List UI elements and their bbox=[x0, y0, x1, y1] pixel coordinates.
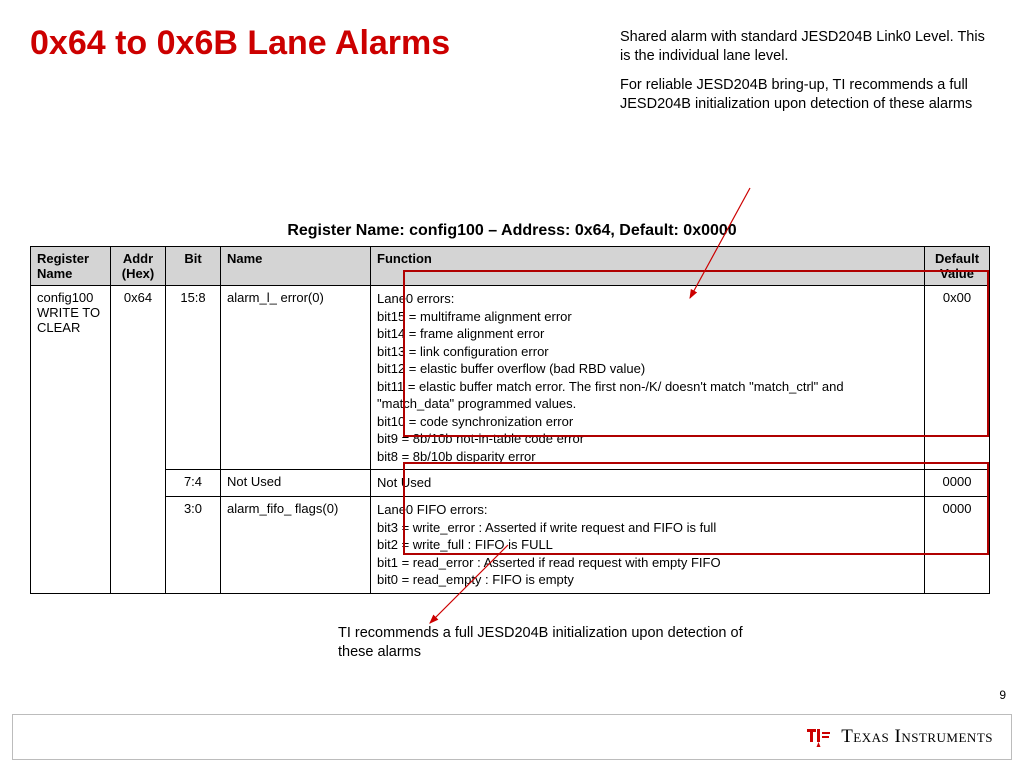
cell-name: alarm_l_ error(0) bbox=[221, 286, 371, 470]
table-caption: Register Name: config100 – Address: 0x64… bbox=[0, 222, 1024, 240]
cell-bit: 15:8 bbox=[166, 286, 221, 470]
table-header-row: Register Name Addr (Hex) Bit Name Functi… bbox=[31, 247, 990, 286]
func-line: Lane0 FIFO errors: bbox=[377, 501, 918, 519]
col-header: Addr (Hex) bbox=[111, 247, 166, 286]
annotation-top-p1: Shared alarm with standard JESD204B Link… bbox=[620, 28, 990, 66]
cell-default: 0000 bbox=[925, 497, 990, 594]
slide-footer: Texas Instruments bbox=[12, 714, 1012, 760]
cell-bit: 3:0 bbox=[166, 497, 221, 594]
cell-function: Not Used bbox=[371, 470, 925, 497]
func-line: bit12 = elastic buffer overflow (bad RBD… bbox=[377, 360, 918, 378]
func-line: bit8 = 8b/10b disparity error bbox=[377, 448, 918, 466]
func-line: bit11 = elastic buffer match error. The … bbox=[377, 378, 918, 413]
cell-name: Not Used bbox=[221, 470, 371, 497]
cell-regname: config100 WRITE TO CLEAR bbox=[31, 286, 111, 594]
cell-function: Lane0 errors:bit15 = multiframe alignmen… bbox=[371, 286, 925, 470]
func-line: Lane0 errors: bbox=[377, 290, 918, 308]
func-line: bit2 = write_full : FIFO is FULL bbox=[377, 536, 918, 554]
col-header: Bit bbox=[166, 247, 221, 286]
cell-default: 0x00 bbox=[925, 286, 990, 470]
func-line: bit1 = read_error : Asserted if read req… bbox=[377, 554, 918, 572]
func-lines: Lane0 errors:bit15 = multiframe alignmen… bbox=[377, 290, 918, 465]
register-table: Register Name Addr (Hex) Bit Name Functi… bbox=[30, 246, 990, 594]
cell-name: alarm_fifo_ flags(0) bbox=[221, 497, 371, 594]
func-lines: Not Used bbox=[377, 474, 918, 492]
func-line: bit3 = write_error : Asserted if write r… bbox=[377, 519, 918, 537]
ti-logo-icon bbox=[805, 725, 833, 749]
table-row: 3:0 alarm_fifo_ flags(0) Lane0 FIFO erro… bbox=[31, 497, 990, 594]
cell-default: 0000 bbox=[925, 470, 990, 497]
col-header: Function bbox=[371, 247, 925, 286]
col-header: Default Value bbox=[925, 247, 990, 286]
table-row: 7:4 Not Used Not Used 0000 bbox=[31, 470, 990, 497]
annotation-top: Shared alarm with standard JESD204B Link… bbox=[620, 28, 990, 123]
func-line: bit9 = 8b/10b not-in-table code error bbox=[377, 430, 918, 448]
func-line: bit10 = code synchronization error bbox=[377, 413, 918, 431]
page-number: 9 bbox=[999, 688, 1006, 702]
footer-brand: Texas Instruments bbox=[841, 726, 993, 748]
func-line: bit15 = multiframe alignment error bbox=[377, 308, 918, 326]
annotation-top-p2: For reliable JESD204B bring-up, TI recom… bbox=[620, 76, 990, 114]
func-lines: Lane0 FIFO errors:bit3 = write_error : A… bbox=[377, 501, 918, 589]
func-line: bit0 = read_empty : FIFO is empty bbox=[377, 571, 918, 589]
table-body: config100 WRITE TO CLEAR 0x64 15:8 alarm… bbox=[31, 286, 990, 594]
func-line: Not Used bbox=[377, 474, 918, 492]
slide: 0x64 to 0x6B Lane Alarms Shared alarm wi… bbox=[0, 0, 1024, 768]
func-line: bit14 = frame alignment error bbox=[377, 325, 918, 343]
col-header: Register Name bbox=[31, 247, 111, 286]
page-title: 0x64 to 0x6B Lane Alarms bbox=[30, 24, 450, 63]
cell-addr: 0x64 bbox=[111, 286, 166, 594]
func-line: bit13 = link configuration error bbox=[377, 343, 918, 361]
annotation-bottom: TI recommends a full JESD204B initializa… bbox=[338, 624, 778, 662]
cell-bit: 7:4 bbox=[166, 470, 221, 497]
cell-function: Lane0 FIFO errors:bit3 = write_error : A… bbox=[371, 497, 925, 594]
col-header: Name bbox=[221, 247, 371, 286]
table-row: config100 WRITE TO CLEAR 0x64 15:8 alarm… bbox=[31, 286, 990, 470]
